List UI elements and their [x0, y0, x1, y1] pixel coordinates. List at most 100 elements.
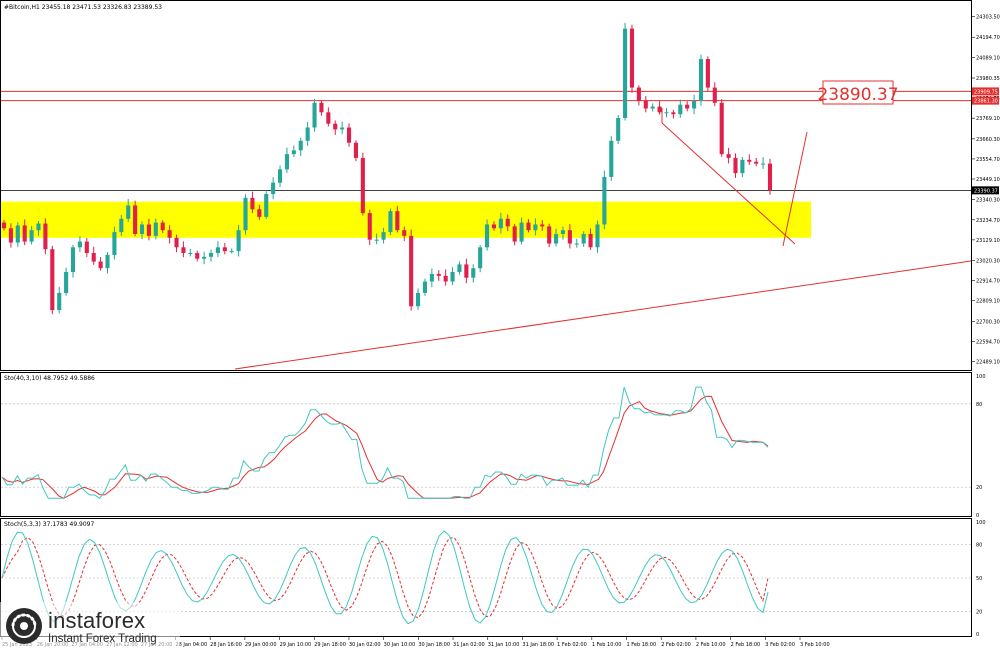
descending-trendline[interactable]	[661, 122, 796, 245]
candle[interactable]	[264, 191, 269, 220]
sto-40-main-line[interactable]	[1, 386, 769, 499]
candle[interactable]	[422, 278, 428, 296]
candle[interactable]	[105, 252, 110, 274]
candle[interactable]	[360, 152, 365, 216]
candle[interactable]	[547, 223, 552, 248]
projection-line[interactable]	[782, 131, 808, 247]
candle[interactable]	[698, 54, 704, 106]
candle[interactable]	[623, 22, 628, 121]
candle[interactable]	[540, 220, 545, 231]
candle[interactable]	[657, 100, 662, 115]
candle[interactable]	[174, 234, 179, 253]
candle[interactable]	[57, 286, 62, 314]
candle[interactable]	[153, 218, 158, 240]
candle[interactable]	[333, 120, 338, 135]
candle[interactable]	[236, 224, 241, 257]
candle[interactable]	[229, 248, 234, 254]
candle[interactable]	[436, 270, 441, 281]
candle[interactable]	[8, 223, 13, 248]
candle[interactable]	[167, 225, 172, 244]
candle[interactable]	[464, 258, 469, 284]
candle[interactable]	[519, 217, 524, 245]
candle[interactable]	[429, 268, 434, 288]
candle[interactable]	[609, 136, 614, 181]
candle[interactable]	[381, 227, 386, 244]
candle[interactable]	[353, 140, 358, 162]
candle[interactable]	[664, 108, 669, 118]
candle[interactable]	[160, 220, 165, 234]
candle[interactable]	[595, 220, 600, 253]
resistance-callout[interactable]: 23890.37	[817, 80, 899, 105]
candle[interactable]	[705, 56, 710, 92]
candle[interactable]	[112, 226, 117, 260]
candle[interactable]	[443, 269, 448, 286]
candle[interactable]	[1, 220, 7, 231]
candle[interactable]	[478, 245, 483, 273]
candle[interactable]	[650, 103, 655, 112]
sto-40-signal-line[interactable]	[1, 395, 769, 499]
candle[interactable]	[719, 99, 724, 157]
candle[interactable]	[726, 147, 731, 164]
candle[interactable]	[84, 237, 89, 257]
stochastic-40-panel[interactable]	[0, 372, 972, 517]
candle[interactable]	[312, 98, 317, 132]
candle[interactable]	[761, 157, 766, 169]
candle[interactable]	[36, 221, 41, 236]
candle[interactable]	[277, 165, 283, 188]
candle[interactable]	[636, 85, 641, 106]
candle[interactable]	[416, 288, 421, 310]
candle[interactable]	[629, 24, 635, 93]
candle[interactable]	[208, 249, 214, 262]
candle[interactable]	[740, 156, 745, 178]
candle[interactable]	[616, 114, 621, 145]
candle[interactable]	[64, 267, 69, 296]
candle[interactable]	[533, 218, 538, 236]
candle[interactable]	[678, 99, 683, 118]
candle[interactable]	[139, 221, 145, 240]
candle[interactable]	[257, 204, 262, 220]
candle[interactable]	[50, 245, 55, 315]
candle[interactable]	[457, 261, 462, 275]
candle[interactable]	[188, 248, 193, 257]
candle[interactable]	[560, 226, 566, 240]
candle[interactable]	[471, 264, 476, 283]
candle[interactable]	[133, 200, 138, 237]
candle[interactable]	[512, 223, 517, 246]
candle[interactable]	[305, 121, 310, 146]
candle[interactable]	[15, 222, 20, 247]
candle[interactable]	[505, 214, 510, 231]
candle[interactable]	[146, 218, 151, 241]
candle[interactable]	[22, 219, 27, 246]
candle[interactable]	[29, 226, 34, 245]
candle[interactable]	[202, 251, 207, 265]
candle[interactable]	[181, 241, 186, 258]
candle[interactable]	[119, 214, 124, 236]
candle[interactable]	[271, 177, 276, 200]
candle[interactable]	[284, 147, 289, 173]
candle[interactable]	[409, 229, 414, 311]
candle[interactable]	[340, 121, 345, 135]
candle[interactable]	[43, 218, 48, 255]
candle[interactable]	[291, 145, 296, 157]
candle[interactable]	[326, 107, 331, 127]
candle[interactable]	[485, 219, 490, 251]
candle[interactable]	[319, 100, 324, 116]
candle[interactable]	[767, 158, 773, 195]
candle[interactable]	[733, 153, 738, 178]
candle[interactable]	[754, 157, 759, 167]
candle[interactable]	[222, 242, 227, 255]
candle[interactable]	[526, 219, 531, 233]
candle[interactable]	[250, 191, 255, 214]
candle[interactable]	[747, 154, 752, 165]
candle[interactable]	[588, 228, 593, 250]
candle[interactable]	[98, 256, 103, 271]
candle[interactable]	[498, 212, 503, 234]
candle[interactable]	[215, 241, 220, 257]
candle[interactable]	[712, 82, 717, 107]
candle[interactable]	[643, 95, 648, 113]
candle[interactable]	[70, 244, 76, 278]
candle[interactable]	[602, 170, 607, 230]
candle[interactable]	[491, 221, 497, 231]
main-panel[interactable]	[0, 0, 972, 371]
